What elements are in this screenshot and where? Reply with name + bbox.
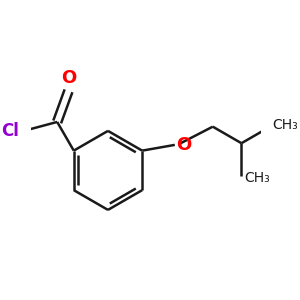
Text: O: O [61,70,76,88]
Text: CH₃: CH₃ [244,171,270,184]
Text: O: O [176,136,191,154]
Text: Cl: Cl [2,122,20,140]
Text: CH₃: CH₃ [273,118,298,132]
